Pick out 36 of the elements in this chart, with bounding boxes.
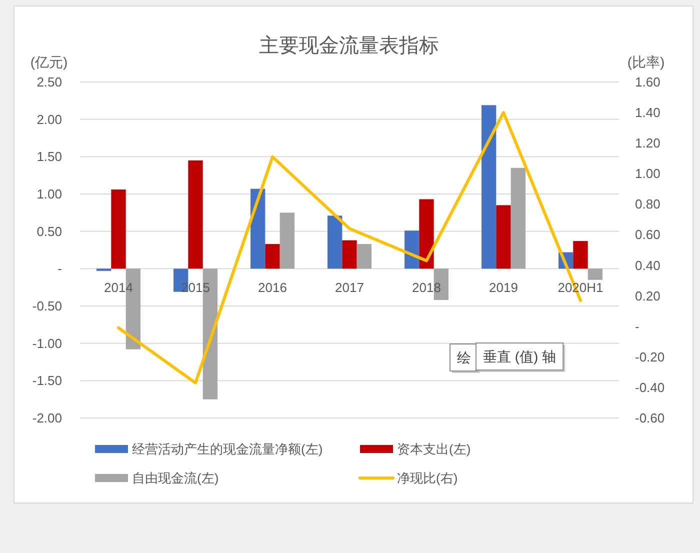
y2-tick-label: -0.20: [635, 349, 665, 364]
x-tick-label: 2016: [258, 280, 287, 296]
x-tick-label: 2017: [335, 280, 364, 296]
y2label: (比率): [627, 54, 665, 70]
annotation: 垂直 (值) 轴: [483, 348, 556, 364]
y2-tick-label: 0.40: [635, 258, 660, 273]
y-tick-label: 0.50: [36, 224, 62, 239]
y2-tick-label: 1.60: [635, 74, 660, 90]
legend-label: 资本支出(左): [397, 442, 471, 456]
y-tick-label: 2.00: [36, 112, 62, 127]
y2-tick-label: -0.60: [635, 410, 665, 426]
y2-tick-label: 1.00: [635, 166, 660, 182]
y2-tick-label: 0.20: [635, 288, 660, 304]
y-tick-label: 1.00: [36, 186, 62, 202]
y-tick-label: 2.50: [36, 74, 62, 90]
ylabel: (亿元): [30, 54, 68, 70]
annotation: 绘: [457, 350, 471, 366]
legend-label: 自由现金流(左): [132, 470, 219, 486]
y-tick-label: -1.00: [32, 336, 62, 351]
y-tick-label: 1.50: [36, 149, 62, 164]
y-tick-label: -0.50: [32, 298, 62, 314]
legend-label: 经营活动产生的现金流量净额(左): [132, 442, 323, 456]
title: 主要现金流量表指标: [259, 35, 439, 57]
x-tick-label: 2018: [412, 280, 441, 296]
y-tick-label: -1.50: [32, 373, 62, 388]
y2-tick-label: 0.80: [635, 196, 660, 212]
y2-tick-label: 1.20: [635, 136, 660, 151]
y2-tick-label: -0.40: [635, 380, 665, 395]
legend-label: 净现比(右): [397, 470, 458, 486]
x-tick-label: 2019: [489, 280, 518, 296]
y2-tick-label: 1.40: [635, 105, 660, 120]
y-tick-label: -: [58, 261, 62, 276]
y2-tick-label: 0.60: [635, 227, 660, 242]
y-tick-label: -2.00: [32, 410, 62, 426]
y2-tick-label: -: [635, 318, 640, 334]
x-tick-label: 2014: [104, 280, 133, 296]
